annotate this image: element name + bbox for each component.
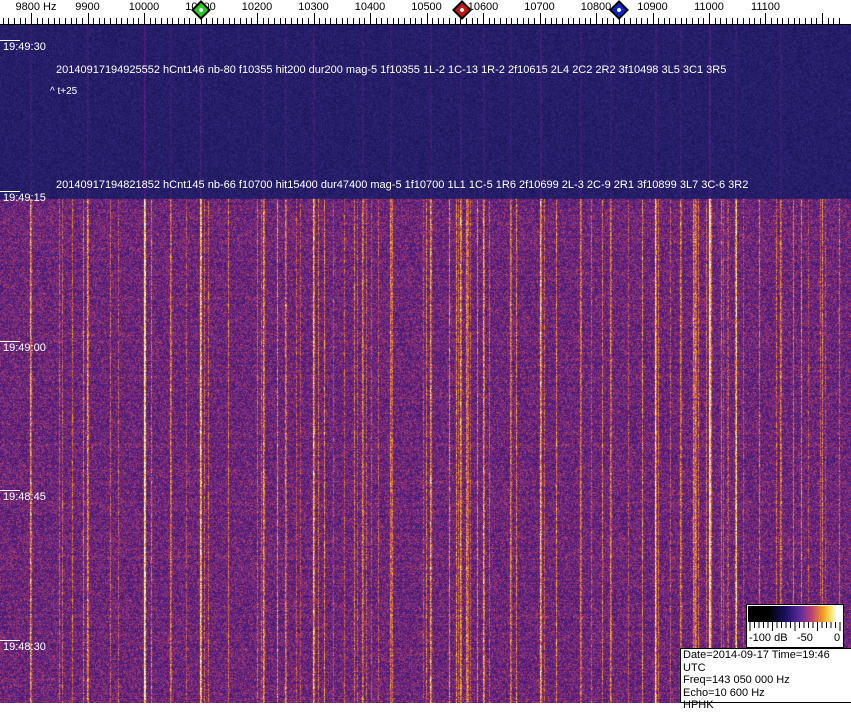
color-scale-ticks [749,622,841,631]
detection-line-1: 20140917194925552 hCnt146 nb-80 f10355 h… [56,64,727,76]
frequency-axis[interactable]: 9800 Hz990010000101001020010300104001050… [0,0,851,25]
time-marker-line [0,341,20,342]
frequency-label: 10800 [580,1,612,13]
frequency-label: 10300 [298,1,329,13]
waterfall-spectrogram[interactable] [0,25,851,703]
time-marker-line [0,191,20,192]
time-label: 19:48:30 [3,641,46,653]
info-frequency: Freq=143 050 000 Hz [683,674,790,686]
time-label: 19:49:30 [3,41,46,53]
time-label: 19:48:45 [3,491,46,503]
frequency-label: 10700 [524,1,555,13]
detection-line-2: 20140917194821852 hCnt145 nb-66 f10700 h… [56,179,749,191]
scale-label-min: -100 dB [749,632,788,644]
time-marker-line [0,640,20,641]
color-scale: -100 dB -50 0 [746,604,844,648]
info-date-time: Date=2014-09-17 Time=19:46 UTC [683,649,830,674]
frequency-label: 10900 [637,1,668,13]
info-echo: Echo=10 600 Hz [683,686,765,699]
frequency-label: 9800 Hz [15,1,57,13]
frequency-label: 11100 [751,1,780,13]
frequency-label: 9900 [75,1,100,13]
time-label: 19:49:15 [3,192,46,204]
time-marker-line [0,40,20,41]
frequency-tick-marks [0,13,851,25]
frequency-label: 10200 [241,1,273,13]
frequency-label: 10600 [467,1,499,13]
info-station: HPHK [683,699,714,711]
frequency-label: 10000 [128,1,160,13]
frequency-label: 11000 [694,1,724,13]
time-label: 19:49:00 [3,342,46,354]
scale-label-max: 0 [834,632,841,644]
color-scale-gradient [748,606,842,622]
scale-label-mid: -50 [797,632,813,644]
time-marker-line [0,490,20,491]
frequency-label: 10400 [354,1,386,13]
time-offset-label: ^ t+25 [50,86,78,97]
frequency-label: 10500 [411,1,442,13]
info-box: Date=2014-09-17 Time=19:46 UTC Freq=143 … [680,648,851,711]
